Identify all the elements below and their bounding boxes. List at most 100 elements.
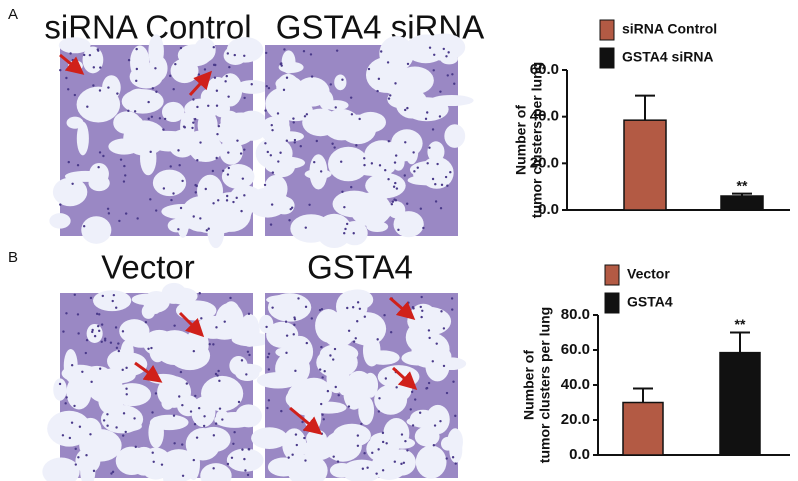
alveolus <box>284 365 309 380</box>
nucleus <box>224 80 227 83</box>
nucleus <box>193 117 197 121</box>
legend-label: siRNA Control <box>622 21 717 37</box>
alveolus <box>139 447 172 480</box>
nucleus <box>449 171 452 174</box>
nucleus <box>217 124 221 128</box>
nucleus <box>427 329 431 332</box>
alveolus <box>324 100 349 111</box>
nucleus <box>285 334 289 337</box>
nucleus <box>409 408 412 411</box>
nucleus <box>106 424 109 427</box>
nucleus <box>227 151 230 154</box>
nucleus <box>326 389 330 393</box>
nucleus <box>433 53 436 56</box>
nucleus <box>392 185 396 188</box>
nucleus <box>74 447 77 451</box>
panel-label: B <box>8 249 18 266</box>
nucleus <box>182 125 186 128</box>
nucleus <box>236 139 239 142</box>
nucleus <box>240 359 244 362</box>
nucleus <box>387 140 391 143</box>
nucleus <box>280 62 283 65</box>
nucleus <box>217 199 220 202</box>
nucleus <box>221 418 224 421</box>
nucleus <box>147 100 150 104</box>
nucleus <box>412 151 415 154</box>
nucleus <box>411 424 415 427</box>
nucleus <box>320 307 324 311</box>
nucleus <box>162 187 166 190</box>
nucleus <box>235 196 238 200</box>
nucleus <box>64 402 67 405</box>
nucleus <box>207 227 210 230</box>
nucleus <box>410 390 414 394</box>
nucleus <box>381 431 385 435</box>
alveolus <box>149 292 163 314</box>
nucleus <box>189 410 193 413</box>
nucleus <box>404 108 407 112</box>
nucleus <box>218 379 221 383</box>
nucleus <box>172 88 175 91</box>
nucleus <box>162 128 165 131</box>
nucleus <box>293 138 297 142</box>
nucleus <box>246 350 250 354</box>
nucleus <box>163 117 167 121</box>
legend-label: GSTA4 <box>627 294 673 310</box>
nucleus <box>431 128 435 131</box>
alveolus <box>259 116 291 143</box>
arrow <box>178 311 205 338</box>
nucleus <box>205 229 209 232</box>
nucleus <box>393 198 396 201</box>
nucleus <box>98 329 101 333</box>
nucleus <box>133 417 136 420</box>
alveolus <box>309 154 328 190</box>
alveolus <box>387 90 414 109</box>
nucleus <box>440 183 444 187</box>
nucleus <box>451 308 454 311</box>
nucleus <box>193 422 197 426</box>
alveolus <box>427 141 445 163</box>
nucleus <box>194 191 197 194</box>
nucleus <box>339 160 343 163</box>
nucleus <box>393 460 397 463</box>
nucleus <box>73 293 76 296</box>
nucleus <box>194 183 197 187</box>
alveolus <box>392 153 405 171</box>
nucleus <box>352 340 356 343</box>
nucleus <box>363 163 366 167</box>
nucleus <box>439 90 442 93</box>
nucleus <box>98 151 102 154</box>
nucleus <box>381 440 385 444</box>
nucleus <box>155 209 158 212</box>
nucleus <box>212 467 215 470</box>
nucleus <box>269 154 273 157</box>
nucleus <box>250 83 253 86</box>
nucleus <box>226 462 230 466</box>
alveolus <box>53 378 67 401</box>
nucleus <box>114 326 118 329</box>
nucleus <box>65 76 68 80</box>
nucleus <box>346 306 349 310</box>
arrow <box>391 366 418 391</box>
alveolus <box>343 377 365 410</box>
nucleus <box>350 185 353 189</box>
nucleus <box>85 454 88 457</box>
nucleus <box>122 412 126 415</box>
nucleus <box>106 413 109 416</box>
nucleus <box>356 444 360 448</box>
nucleus <box>247 448 250 451</box>
nucleus <box>424 117 428 121</box>
y-axis-label: Number of <box>521 350 537 420</box>
alveolus <box>177 395 200 417</box>
alveolus <box>81 365 113 387</box>
nucleus <box>76 313 80 316</box>
nucleus <box>413 170 416 173</box>
nucleus <box>150 115 154 118</box>
nucleus <box>446 74 449 77</box>
alveolus <box>326 363 347 394</box>
alveolus <box>82 46 104 74</box>
nucleus <box>179 370 183 374</box>
y-axis-label: Number of <box>513 105 529 175</box>
alveolus <box>251 427 288 449</box>
